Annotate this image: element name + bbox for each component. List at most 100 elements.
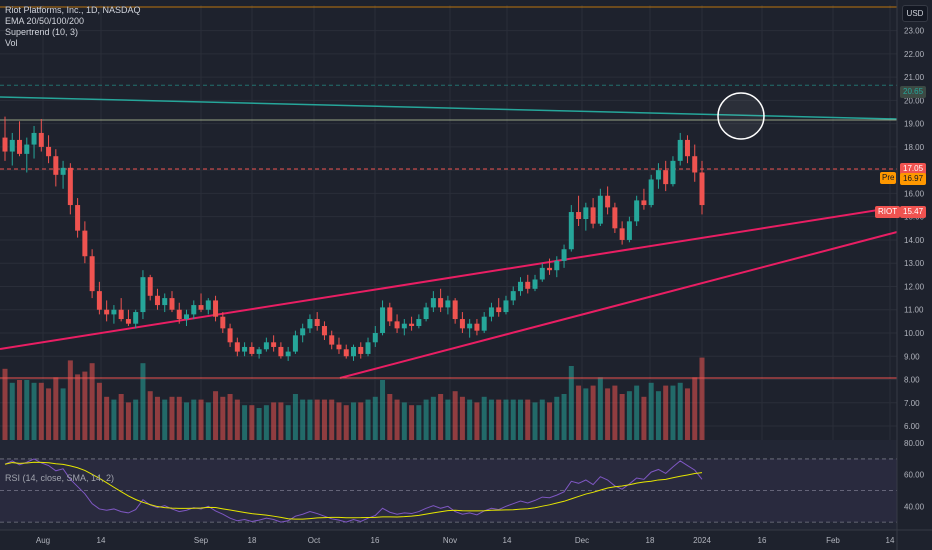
legend-vol[interactable]: Vol [5,38,18,48]
candle-body [256,349,262,354]
volume-bar [184,402,190,440]
volume-bar [416,405,422,440]
legend-supertrend[interactable]: Supertrend (10, 3) [5,27,79,37]
volume-bar [626,391,632,440]
volume-bar [648,382,654,440]
candle-body [263,342,269,350]
volume-bar [38,382,44,440]
x-tick-label: 16 [758,536,767,545]
candle-body [597,195,603,224]
volume-bar [300,399,306,440]
candle-body [576,212,582,220]
volume-bar [387,394,393,440]
candle-body [24,144,30,154]
volume-bar [532,402,538,440]
y-tick-label: 23.00 [904,27,925,36]
volume-bar [496,399,502,440]
candle-body [641,200,647,206]
candle-body [89,256,95,292]
candle-body [409,323,415,327]
volume-bar [488,399,494,440]
volume-bar [162,399,168,440]
candle-body [191,305,197,315]
legend-title[interactable]: Riot Platforms, Inc., 1D, NASDAQ [5,5,141,15]
candle-body [438,298,444,308]
volume-bar [663,385,669,440]
currency-button[interactable]: USD [902,5,928,22]
volume-bar [285,405,291,440]
candle-body [488,307,494,317]
volume-bar [459,396,465,440]
volume-bar [372,396,378,440]
volume-bar [278,402,284,440]
x-tick-label: Nov [443,536,457,545]
candle-body [125,319,131,324]
volume-bar [503,399,509,440]
candle-body [227,328,233,343]
volume-bar [343,405,349,440]
volume-bar [256,408,262,440]
volume-bar [220,396,226,440]
lower-trend-line [339,231,898,379]
candle-body [9,139,15,152]
candle-body [684,139,690,157]
candle-body [401,323,407,329]
candle-body [292,335,298,352]
ticker-tag: RIOT [875,206,901,218]
candle-body [213,300,219,317]
candle-body [532,279,538,289]
rsi-ma-line [4,461,703,520]
candle-body [503,300,509,313]
candle-body [365,342,371,354]
candle-body [111,309,117,315]
rsi-background [0,440,897,530]
rsi-tick-label: 60.00 [904,471,925,480]
volume-bar [634,385,640,440]
volume-bar [583,388,589,440]
volume-bar [394,399,400,440]
y-tick-label: 16.00 [904,189,925,198]
candle-body [234,342,240,352]
volume-bar [31,382,37,440]
volume-bar [641,396,647,440]
volume-bar [118,394,124,440]
legend-ema[interactable]: EMA 20/50/100/200 [5,16,85,26]
volume-bar [568,366,574,440]
volume-bar [242,405,248,440]
x-tick-label: 16 [371,536,380,545]
candle-body [510,291,516,301]
volume-bar [133,399,139,440]
candle-body [285,351,291,357]
candle-body [140,277,146,313]
candle-body [605,195,611,208]
y-tick-label: 9.00 [904,352,920,361]
x-tick-label: 14 [503,536,512,545]
volume-bar [140,363,146,440]
volume-bar [46,388,52,440]
candle-body [670,160,676,185]
volume-bar [147,391,153,440]
candle-body [198,305,204,310]
volume-bar [213,391,219,440]
volume-bar [198,399,204,440]
volume-bar [53,377,59,440]
x-tick-label: Feb [826,536,840,545]
volume-bar [249,405,255,440]
volume-bar [176,396,182,440]
volume-bar [96,382,102,440]
candle-body [663,170,669,185]
rsi-legend[interactable]: RSI (14, close, SMA, 14, 2) [5,473,115,483]
rsi-line [4,458,703,523]
candle-body [481,316,487,331]
candle-body [351,346,356,357]
candle-body [699,172,705,206]
y-tick-label: 18.00 [904,143,925,152]
candle-body [307,319,313,329]
candle-body [561,249,567,261]
volume-bar [517,399,523,440]
y-tick-label: 21.00 [904,73,925,82]
rsi-tick-label: 80.00 [904,439,925,448]
ticker-price-label: 15.47 [900,206,927,218]
